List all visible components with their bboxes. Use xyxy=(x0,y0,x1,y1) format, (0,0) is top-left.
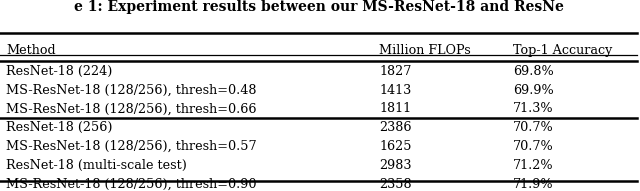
Text: MS-ResNet-18 (128/256), thresh=0.48: MS-ResNet-18 (128/256), thresh=0.48 xyxy=(6,84,257,97)
Text: Method: Method xyxy=(6,44,56,57)
Text: 1811: 1811 xyxy=(380,102,412,115)
Text: MS-ResNet-18 (128/256), thresh=0.57: MS-ResNet-18 (128/256), thresh=0.57 xyxy=(6,140,257,153)
Text: MS-ResNet-18 (128/256), thresh=0.66: MS-ResNet-18 (128/256), thresh=0.66 xyxy=(6,102,257,115)
Text: 70.7%: 70.7% xyxy=(513,121,554,134)
Text: 1625: 1625 xyxy=(380,140,412,153)
Text: 1413: 1413 xyxy=(380,84,412,97)
Text: MS-ResNet-18 (128/256), thresh=0.90: MS-ResNet-18 (128/256), thresh=0.90 xyxy=(6,177,257,190)
Text: ResNet-18 (224): ResNet-18 (224) xyxy=(6,65,113,78)
Text: 2983: 2983 xyxy=(380,159,412,172)
Text: Top-1 Accuracy: Top-1 Accuracy xyxy=(513,44,612,57)
Text: 70.7%: 70.7% xyxy=(513,140,554,153)
Text: Million FLOPs: Million FLOPs xyxy=(380,44,471,57)
Text: 71.3%: 71.3% xyxy=(513,102,554,115)
Text: 69.9%: 69.9% xyxy=(513,84,554,97)
Text: 2358: 2358 xyxy=(380,177,412,190)
Text: ResNet-18 (multi-scale test): ResNet-18 (multi-scale test) xyxy=(6,159,188,172)
Text: 1827: 1827 xyxy=(380,65,412,78)
Text: 2386: 2386 xyxy=(380,121,412,134)
Text: e 1: Experiment results between our MS-ResNet-18 and ResNe: e 1: Experiment results between our MS-R… xyxy=(74,0,564,14)
Text: 71.2%: 71.2% xyxy=(513,159,554,172)
Text: 71.9%: 71.9% xyxy=(513,177,554,190)
Text: ResNet-18 (256): ResNet-18 (256) xyxy=(6,121,113,134)
Text: 69.8%: 69.8% xyxy=(513,65,554,78)
